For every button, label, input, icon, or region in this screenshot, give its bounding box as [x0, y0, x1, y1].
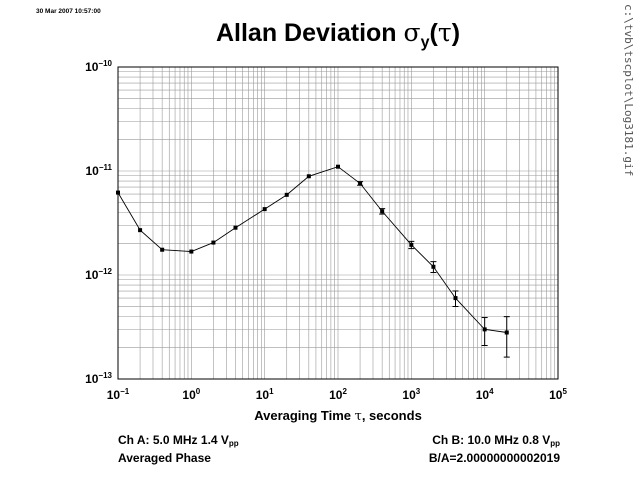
- title-paren-close: ): [451, 19, 461, 47]
- x-axis-ticks: 10−1 100 101 102 103 104 105: [107, 387, 568, 402]
- x-axis-label: Averaging Time τ, seconds: [118, 408, 558, 424]
- channel-a-label: Ch A: 5.0 MHz 1.4 Vpp: [118, 433, 239, 451]
- data-point: [431, 264, 436, 269]
- x-tick-label: 101: [256, 387, 274, 402]
- x-axis-label-suffix: , seconds: [361, 408, 422, 423]
- data-point: [409, 242, 414, 247]
- plot-frame: [117, 66, 559, 380]
- channel-b-text: Ch B: 10.0 MHz 0.8 V: [432, 433, 551, 447]
- x-tick-label: 105: [549, 387, 567, 402]
- channel-a-text: Ch A: 5.0 MHz 1.4 V: [118, 433, 229, 447]
- data-point: [233, 225, 238, 230]
- grid: [117, 67, 558, 380]
- y-tick-label: 10−11: [86, 163, 113, 178]
- channel-b-vpp-subscript: pp: [550, 439, 560, 448]
- data-point: [482, 327, 487, 332]
- data-point: [380, 209, 385, 214]
- channel-a-info: Ch A: 5.0 MHz 1.4 Vpp Averaged Phase: [118, 433, 239, 466]
- title-tau-symbol: τ: [437, 18, 452, 47]
- title-paren-open: (: [429, 19, 438, 47]
- x-tick-label: 100: [182, 387, 200, 402]
- data-point: [358, 181, 363, 186]
- channel-b-info: Ch B: 10.0 MHz 0.8 Vpp B/A=2.00000000002…: [429, 433, 560, 466]
- timestamp: 30 Mar 2007 10:57:00: [36, 8, 101, 15]
- x-tick-label: 10−1: [107, 387, 130, 402]
- x-tick-label: 102: [329, 387, 347, 402]
- title-sigma-symbol: σ: [403, 18, 421, 47]
- file-path-label: c:\tvb\tscplot\Log3181.gif: [622, 4, 635, 177]
- x-tick-label: 103: [402, 387, 420, 402]
- data-point: [138, 228, 143, 233]
- title-subscript: y: [420, 34, 430, 51]
- channel-a-vpp-subscript: pp: [228, 439, 239, 448]
- data-point: [336, 164, 340, 169]
- x-axis-label-text: Averaging Time: [254, 408, 355, 423]
- x-tick-label: 104: [476, 387, 494, 402]
- data-point: [284, 192, 289, 197]
- data-point: [116, 190, 120, 195]
- data-point: [189, 249, 194, 254]
- channel-b-label: Ch B: 10.0 MHz 0.8 Vpp: [429, 433, 560, 451]
- data-series: [116, 164, 510, 358]
- data-point: [262, 207, 267, 212]
- y-axis-ticks: 10−10 10−11 10−12 10−13: [85, 59, 112, 386]
- frequency-ratio: B/A=2.00000000002019: [428, 451, 560, 465]
- data-point: [504, 330, 509, 335]
- y-tick-label: 10−13: [85, 371, 112, 386]
- title-text: Allan Deviation: [215, 19, 404, 47]
- x-axis-tau-symbol: τ: [354, 409, 362, 424]
- y-tick-label: 10−12: [85, 267, 112, 282]
- data-point: [306, 174, 311, 179]
- data-point: [160, 247, 165, 252]
- y-tick-label: 10−10: [85, 59, 112, 74]
- chart-title: Allan Deviation σy(τ): [118, 18, 558, 52]
- data-point: [453, 296, 458, 301]
- data-point: [211, 240, 216, 245]
- channel-a-mode: Averaged Phase: [118, 451, 211, 465]
- series-line: [117, 166, 507, 333]
